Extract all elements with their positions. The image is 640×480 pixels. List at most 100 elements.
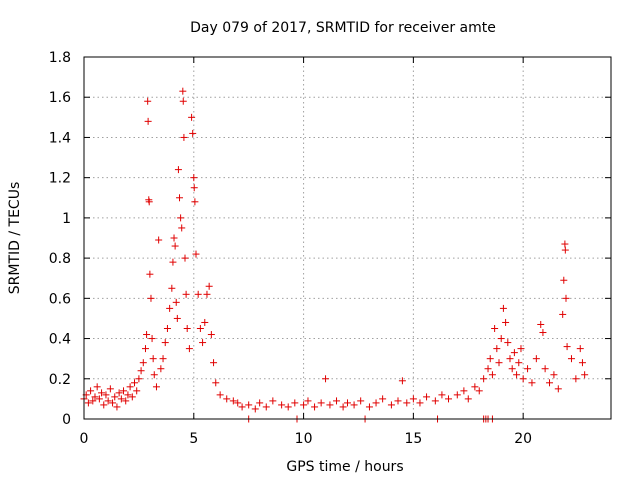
data-point xyxy=(115,389,123,397)
data-point xyxy=(409,395,417,403)
data-point xyxy=(251,405,259,413)
data-point xyxy=(203,290,211,298)
y-tick-label: 0.8 xyxy=(49,251,71,267)
y-tick-label: 1.2 xyxy=(49,171,71,187)
data-point xyxy=(102,391,110,399)
y-tick-label: 1 xyxy=(62,211,71,227)
data-point xyxy=(502,318,510,326)
data-point xyxy=(541,365,549,373)
data-point xyxy=(145,198,153,206)
data-point xyxy=(169,258,177,266)
data-point xyxy=(210,359,218,367)
data-point xyxy=(517,345,525,353)
x-axis-label: GPS time / hours xyxy=(286,459,403,475)
data-point xyxy=(137,367,145,375)
data-point xyxy=(194,290,202,298)
chart-title: Day 079 of 2017, SRMTID for receiver amt… xyxy=(190,20,496,36)
data-point xyxy=(179,97,187,105)
data-point xyxy=(178,224,186,232)
x-axis-ticks: 0 5 10 15 20 xyxy=(80,57,532,447)
data-point xyxy=(365,403,373,411)
data-point xyxy=(488,371,496,379)
data-point xyxy=(504,339,512,347)
data-point xyxy=(269,397,277,405)
data-point xyxy=(438,391,446,399)
data-points xyxy=(80,87,589,423)
data-point xyxy=(177,214,185,222)
data-point xyxy=(495,359,503,367)
data-point xyxy=(181,254,189,262)
data-point xyxy=(189,129,197,137)
data-point xyxy=(581,371,589,379)
data-point xyxy=(149,355,157,363)
data-point xyxy=(163,325,171,332)
data-point xyxy=(394,397,402,405)
data-point xyxy=(135,375,143,383)
y-axis-ticks: 0 0.2 0.4 0.6 0.8 1 1.2 1.4 1.6 1.8 xyxy=(49,50,611,428)
data-point xyxy=(326,401,334,409)
data-point xyxy=(98,389,106,397)
x-tick-label: 5 xyxy=(189,431,198,447)
data-point xyxy=(234,399,242,407)
data-point xyxy=(139,359,147,367)
data-point xyxy=(322,375,330,383)
data-point xyxy=(532,355,540,363)
data-point xyxy=(161,339,169,347)
data-point xyxy=(563,343,571,351)
data-point xyxy=(190,184,198,192)
data-point xyxy=(453,391,461,399)
y-tick-label: 0 xyxy=(62,412,71,428)
data-point xyxy=(87,387,95,395)
plot-frame xyxy=(83,56,612,420)
data-point xyxy=(311,403,319,411)
data-point xyxy=(157,365,165,373)
data-point xyxy=(317,399,325,407)
data-point xyxy=(333,397,341,405)
data-point xyxy=(207,331,215,339)
x-tick-label: 20 xyxy=(514,431,532,447)
data-point xyxy=(144,97,152,105)
data-point xyxy=(176,194,184,202)
data-point xyxy=(188,113,196,121)
data-point xyxy=(146,270,154,278)
data-point xyxy=(180,133,188,141)
data-point xyxy=(513,371,521,379)
data-point xyxy=(561,240,569,248)
data-point xyxy=(350,401,358,409)
grid xyxy=(84,57,611,419)
data-point xyxy=(106,385,114,393)
y-tick-label: 0.6 xyxy=(49,291,71,307)
data-point xyxy=(572,375,580,383)
data-point xyxy=(155,236,163,244)
data-point xyxy=(152,383,160,391)
data-point xyxy=(578,359,586,367)
y-axis-label: SRMTID / TECUs xyxy=(7,182,23,295)
data-point xyxy=(559,310,567,318)
data-point xyxy=(174,166,182,174)
data-point xyxy=(126,383,134,391)
data-point xyxy=(148,335,156,343)
data-point xyxy=(173,314,181,322)
data-point xyxy=(471,383,479,391)
data-point xyxy=(300,401,308,409)
data-point xyxy=(93,383,101,391)
data-point xyxy=(196,325,204,332)
y-tick-label: 1.6 xyxy=(49,90,71,106)
data-point xyxy=(199,339,207,347)
data-point xyxy=(539,329,547,337)
data-point xyxy=(143,331,151,339)
data-point xyxy=(510,349,518,357)
data-point xyxy=(212,379,220,387)
data-point xyxy=(179,87,187,95)
data-point xyxy=(562,294,570,302)
data-point xyxy=(528,379,536,387)
data-point xyxy=(284,403,292,411)
data-point xyxy=(192,250,200,258)
data-point xyxy=(508,365,516,373)
data-point xyxy=(262,403,270,411)
data-point xyxy=(416,399,424,407)
data-point xyxy=(403,399,411,407)
data-point xyxy=(379,395,387,403)
data-point xyxy=(357,397,365,405)
data-point xyxy=(460,387,468,395)
